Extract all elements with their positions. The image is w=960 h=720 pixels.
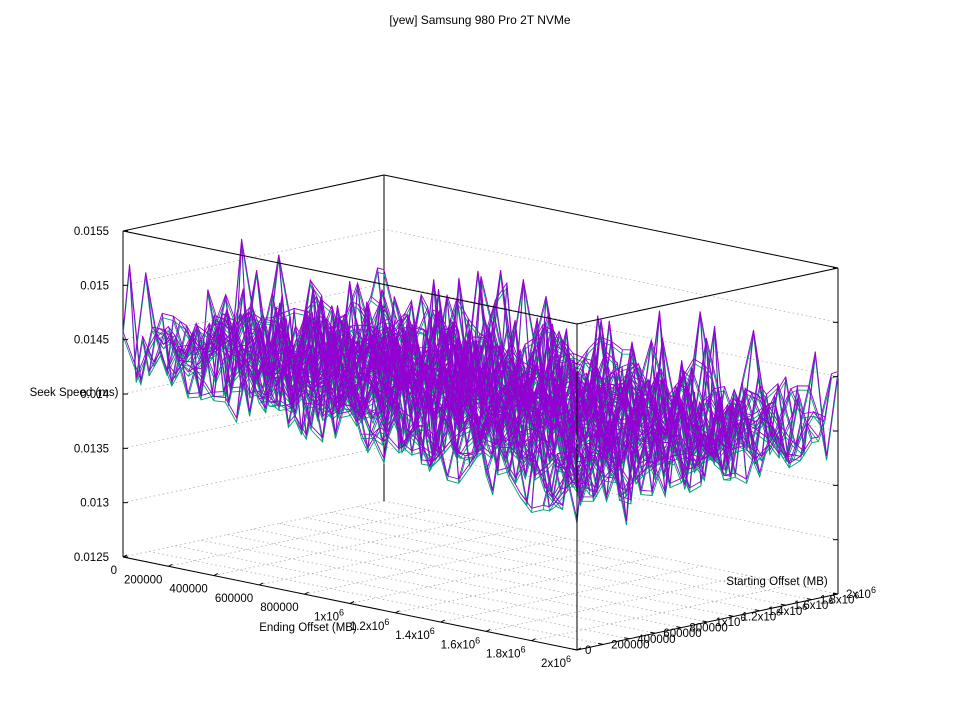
mesh-line [247, 286, 510, 417]
mesh-line [485, 326, 748, 491]
mesh-line [440, 369, 702, 477]
y-tick-label: 400000 [637, 634, 675, 646]
y-tick-label: 200000 [611, 639, 649, 651]
y-tick [676, 626, 682, 629]
mesh-line [145, 270, 408, 388]
y-tick-label: 1.2x106 [742, 607, 782, 623]
x-tick [258, 582, 264, 586]
y-tick [650, 631, 656, 634]
x-tick-label: 1x106 [314, 608, 344, 624]
x-tick [576, 647, 582, 651]
y-tick [728, 614, 734, 617]
y-tick-label: 1.6x106 [794, 596, 834, 612]
x-tick [531, 638, 536, 642]
mesh-line [122, 264, 385, 379]
y-tick [806, 598, 812, 601]
y-tick [780, 603, 786, 606]
y-tick [624, 637, 630, 640]
chart-title: [yew] Samsung 980 Pro 2T NVMe [389, 13, 571, 27]
x-tick [440, 619, 446, 623]
y-tick-label: 1x106 [716, 613, 746, 629]
mesh-line [372, 319, 635, 453]
z-tick-label: 0.014 [80, 389, 109, 401]
z-tick-label: 0.015 [80, 280, 109, 292]
x-tick-label: 0 [111, 565, 117, 577]
mesh-line-under [542, 387, 805, 512]
y-tick-label: 1.8x106 [820, 591, 860, 607]
x-tick [168, 563, 173, 567]
z-tick-label: 0.0155 [74, 226, 109, 238]
mesh-line [258, 254, 521, 418]
y-tick [571, 648, 578, 651]
x-axis-label: Ending Offset (MB) [259, 622, 357, 634]
x-tick-label: 600000 [215, 593, 253, 605]
mesh-line [531, 329, 794, 509]
surface-mesh [122, 238, 839, 525]
x-tick [349, 601, 355, 604]
y-tick-label: 1.4x106 [768, 602, 808, 618]
x-tick-label: 800000 [260, 602, 298, 614]
y-tick-label: 2x106 [846, 585, 876, 601]
x-tick [213, 573, 219, 577]
mesh-line [519, 381, 782, 502]
mesh-line [133, 281, 396, 383]
y-tick [598, 642, 604, 645]
z-tick-label: 0.0125 [74, 552, 109, 564]
y-tick [754, 609, 760, 612]
surface-topside [122, 238, 839, 521]
x-tick-label: 1.4x106 [395, 626, 435, 642]
mesh-line [542, 383, 805, 508]
mesh-line [360, 320, 623, 450]
x-tick-label: 1.2x106 [350, 617, 390, 633]
x-tick [395, 610, 400, 614]
axis-box-front [122, 230, 839, 650]
z-tick-label: 0.0145 [74, 335, 109, 347]
x-tick [485, 628, 491, 632]
x-tick [304, 591, 309, 595]
x-tick-label: 1.6x106 [441, 635, 481, 651]
mesh-line [326, 312, 589, 428]
y-tick [702, 620, 708, 623]
y-tick-label: 600000 [663, 628, 701, 640]
x-tick-label: 1.8x106 [486, 645, 526, 661]
x-tick-label: 200000 [124, 574, 162, 586]
mesh-line [168, 282, 430, 396]
z-tick-label: 0.013 [80, 498, 109, 510]
x-tick-label: 2x106 [541, 654, 571, 670]
tick-labels: 02000004000006000008000001x1061.2x1061.4… [74, 226, 876, 670]
y-tick-label: 0 [585, 645, 591, 657]
mesh-line [429, 328, 691, 467]
z-axis-label: Seek Speed (ms) [30, 387, 119, 399]
z-tick-label: 0.0135 [74, 443, 109, 455]
y-tick-label: 800000 [689, 623, 727, 635]
mesh-line [224, 294, 487, 405]
x-tick-label: 400000 [169, 584, 207, 596]
mesh-line [201, 238, 464, 402]
y-axis-label: Starting Offset (MB) [726, 576, 828, 588]
